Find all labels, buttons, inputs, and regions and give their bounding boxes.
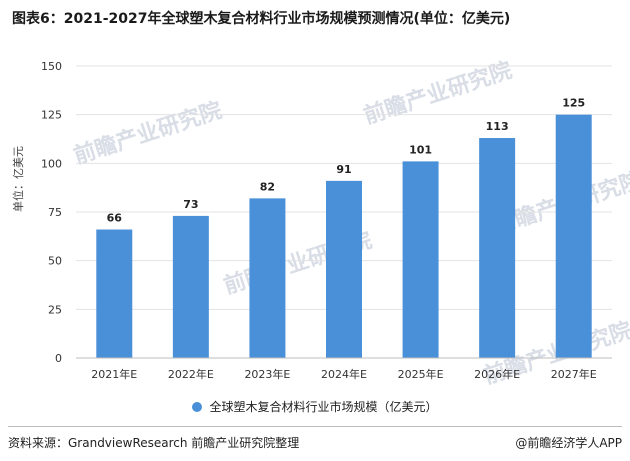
x-tick-label: 2023年E — [244, 367, 290, 381]
y-tick-label: 150 — [41, 60, 62, 73]
bar — [172, 215, 209, 358]
data-label: 113 — [486, 120, 509, 133]
chart-title: 图表6：2021-2027年全球塑木复合材料行业市场规模预测情况(单位：亿美元) — [12, 11, 511, 27]
x-tick-label: 2025年E — [398, 367, 444, 381]
watermark-text: 前瞻产业研究院 — [71, 97, 226, 169]
data-label: 91 — [336, 163, 351, 176]
data-label: 66 — [107, 212, 123, 225]
y-axis-label: 单位：亿美元 — [12, 146, 25, 212]
x-axis-ticks: 2021年E 2022年E 2023年E 2024年E 2025年E 2026年E 2027… — [91, 367, 596, 381]
bar — [96, 229, 133, 358]
footer-divider — [8, 426, 622, 427]
bar — [402, 161, 439, 358]
y-tick-label: 100 — [41, 157, 62, 170]
data-label: 125 — [562, 97, 585, 110]
bar-chart: 前瞻产业研究院前瞻产业研究院前瞻产业研究院前瞻产业研究院前瞻产业研究院 0255… — [41, 57, 630, 389]
legend: 全球塑木复合材料行业市场规模（亿美元） — [0, 398, 630, 415]
legend-swatch — [192, 402, 203, 412]
y-tick-label: 75 — [48, 206, 62, 219]
legend-label: 全球塑木复合材料行业市场规模（亿美元） — [209, 400, 438, 414]
y-tick-label: 25 — [48, 303, 62, 316]
y-tick-label: 50 — [48, 255, 62, 268]
bar — [326, 180, 362, 358]
bar — [479, 138, 516, 358]
x-tick-label: 2026年E — [474, 367, 520, 381]
bar — [555, 114, 592, 359]
source-note: 资料来源：GrandviewResearch 前瞻产业研究院整理 — [8, 436, 300, 450]
x-tick-label: 2021年E — [91, 367, 137, 381]
brand-credit: @前瞻经济学人APP — [515, 436, 622, 450]
y-tick-label: 125 — [41, 109, 62, 122]
footer: 资料来源：GrandviewResearch 前瞻产业研究院整理 @前瞻经济学人… — [0, 426, 630, 461]
watermark-text: 前瞻产业研究院 — [361, 57, 516, 129]
bar — [249, 198, 286, 358]
data-labels: 66 73 82 91 101 113 125 — [107, 97, 586, 225]
x-tick-label: 2024年E — [321, 367, 367, 381]
data-label: 101 — [409, 143, 432, 156]
bars — [96, 114, 592, 359]
data-label: 82 — [260, 180, 275, 193]
x-tick-label: 2027年E — [551, 367, 597, 381]
y-tick-label: 0 — [55, 352, 62, 365]
data-label: 73 — [183, 198, 198, 211]
x-tick-label: 2022年E — [168, 367, 214, 381]
y-axis-ticks: 0 25 50 75 100 125 150 — [41, 60, 62, 365]
